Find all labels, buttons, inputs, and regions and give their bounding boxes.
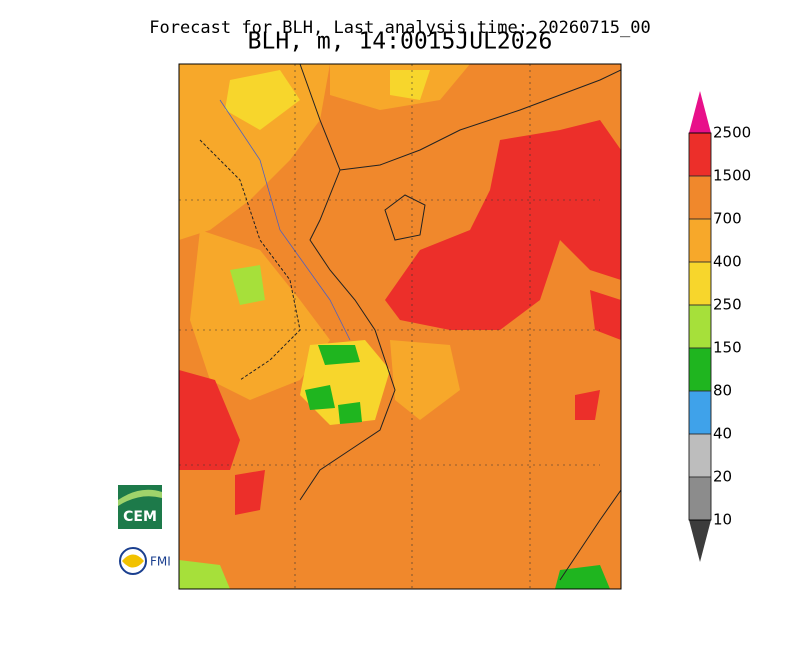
colorbar-label: 10 [713,511,732,529]
field-patch [179,370,240,470]
colorbar-label: 150 [713,339,742,357]
cem-logo: CEM [118,485,162,529]
title: Forecast for BLH, Last analysis time: 20… [149,18,651,38]
colorbar-segment [688,261,712,306]
field-patch [179,560,230,589]
map [178,63,622,590]
subtitle: BLH, m, 14:0015JUL2026 [248,29,553,55]
colorbar-label: 80 [713,382,732,400]
colorbar-segment [688,175,712,220]
fmi-logo: FMI [119,547,171,575]
colorbar-over [689,91,711,133]
colorbar-label: 20 [713,468,732,486]
graticule [179,64,600,589]
logo-text: CEM [123,509,157,525]
field-patch [190,230,330,400]
field-patch [305,385,335,410]
colorbar-label: 2500 [713,124,751,142]
logo-text: FMI [150,555,171,569]
colorbar-segment [688,347,712,392]
field-patch [230,265,265,305]
colorbar-label: 40 [713,425,732,443]
field-patch [390,340,460,420]
field-patch [575,390,600,420]
river [219,99,351,341]
colorbar-label: 250 [713,296,742,314]
coastline [299,64,396,501]
island [384,194,426,241]
coastline [339,69,621,171]
field-patch [590,290,621,340]
colorbar-segment [688,390,712,435]
colorbar-label: 700 [713,210,742,228]
field-patch [390,70,430,100]
field-patch [318,345,360,365]
field-patch [338,402,362,424]
map-frame [178,63,622,590]
logo-swoosh [118,489,162,506]
colorbar-segment [688,433,712,478]
logo-band [122,554,144,568]
colorbar-label: 1500 [713,167,751,185]
field-patch [235,470,265,515]
field-patch [225,70,300,130]
colorbar-under [689,520,711,562]
colorbar-segment [688,476,712,521]
colorbar-segment [688,218,712,263]
field-patch [555,565,610,589]
coastline [559,489,621,581]
colorbar-segment [688,132,712,177]
colorbar-segment [688,304,712,349]
colorbar-label: 400 [713,253,742,271]
border [199,139,301,381]
field-patch [385,120,621,330]
